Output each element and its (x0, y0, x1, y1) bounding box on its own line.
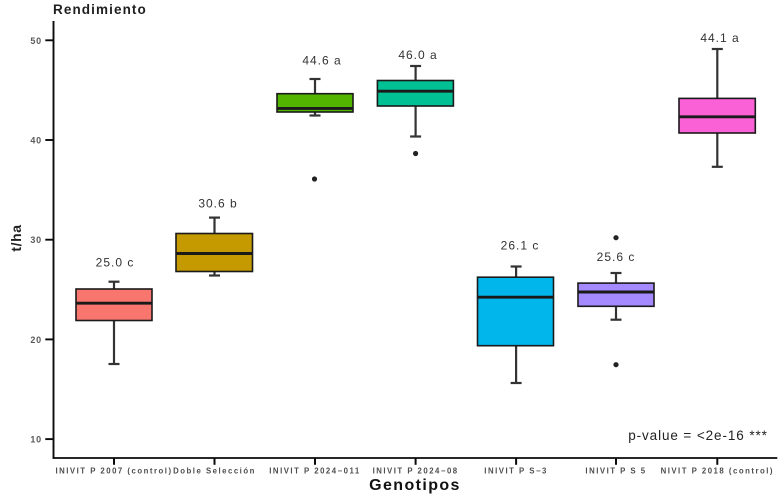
svg-text:44.6 a: 44.6 a (302, 54, 341, 68)
svg-text:46.0 a: 46.0 a (398, 48, 437, 62)
svg-text:Rendimiento: Rendimiento (53, 2, 147, 17)
svg-text:26.1 c: 26.1 c (501, 239, 540, 253)
svg-text:Doble Selección: Doble Selección (173, 467, 256, 476)
svg-text:40: 40 (30, 136, 42, 146)
svg-text:30.6 b: 30.6 b (198, 196, 237, 210)
svg-text:50: 50 (30, 36, 42, 46)
svg-text:NIVIT P 2018 (control): NIVIT P 2018 (control) (661, 467, 774, 476)
svg-text:INIVIT P S 5: INIVIT P S 5 (585, 467, 646, 476)
svg-text:p-value = <2e-16 ***: p-value = <2e-16 *** (628, 428, 768, 443)
svg-text:25.6 c: 25.6 c (597, 250, 636, 264)
svg-text:10: 10 (30, 435, 42, 445)
svg-text:INIVIT P 2024−08: INIVIT P 2024−08 (373, 467, 459, 476)
svg-text:Genotipos: Genotipos (369, 477, 461, 494)
svg-text:25.0 c: 25.0 c (96, 256, 135, 270)
svg-text:20: 20 (30, 335, 42, 345)
svg-text:INIVIT P S−3: INIVIT P S−3 (484, 467, 548, 476)
svg-text:INIVIT P 2024−011: INIVIT P 2024−011 (269, 467, 360, 476)
svg-text:t/ha: t/ha (8, 224, 24, 251)
svg-text:INIVIT P 2007 (control): INIVIT P 2007 (control) (55, 467, 172, 476)
svg-text:30: 30 (30, 235, 42, 245)
svg-text:44.1 a: 44.1 a (700, 31, 739, 45)
